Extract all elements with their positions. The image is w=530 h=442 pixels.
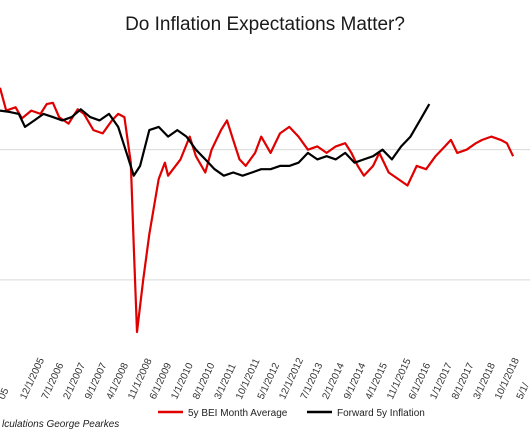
x-tick-label: 05 <box>0 386 12 401</box>
series-line-bei <box>0 87 515 334</box>
legend: 5y BEI Month Average Forward 5y Inflatio… <box>158 408 425 419</box>
legend-label-bei: 5y BEI Month Average <box>188 408 288 419</box>
source-note: lculations George Pearkes <box>2 419 119 430</box>
legend-label-forward: Forward 5y Inflation <box>337 408 425 419</box>
x-tick-label: 5/1/ <box>515 381 530 401</box>
series-lines <box>0 87 515 334</box>
chart-title: Do Inflation Expectations Matter? <box>125 14 405 35</box>
series-line-forward <box>0 103 431 177</box>
x-axis-tick-labels: 05 12/1/20057/1/20062/1/20079/1/20074/1/2… <box>0 356 530 401</box>
